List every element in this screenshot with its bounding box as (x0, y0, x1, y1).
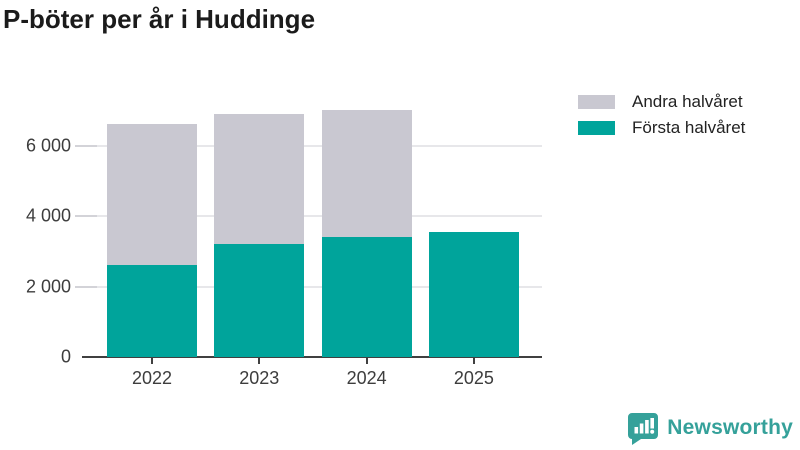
bar-2022-andra-halvaret (107, 124, 197, 266)
legend-label: Första halvåret (632, 118, 746, 137)
chart-title: P-böter per år i Huddinge (3, 4, 316, 34)
bar-2023-forsta-halvaret (214, 244, 305, 357)
xtick-label-2023: 2023 (239, 368, 280, 388)
xtick-label-2024: 2024 (346, 368, 387, 388)
bar-2024-forsta-halvaret (321, 237, 412, 357)
gridline-2000 (82, 285, 542, 288)
legend: Andra halvåret Första halvåret (578, 92, 746, 147)
xtick-2025 (472, 358, 475, 364)
bar-2024-andra-halvaret (321, 110, 412, 238)
newsworthy-logo-icon (628, 413, 659, 445)
branding-name: Newsworthy (667, 416, 793, 439)
xtick-label-2022: 2022 (131, 368, 173, 388)
xtick-label-2025: 2025 (453, 368, 494, 388)
xtick-2022 (151, 358, 153, 364)
xtick-2023 (258, 358, 261, 364)
gridline-6000 (82, 144, 542, 147)
legend-swatch (578, 95, 615, 109)
branding: Newsworthy (627, 411, 793, 445)
legend-swatch (578, 121, 615, 135)
ytick-2000 (75, 285, 97, 288)
ytick-label-4000: 4 000 (25, 205, 71, 226)
legend-item-andra-halvaret: Andra halvåret (578, 92, 745, 111)
bar-2022-forsta-halvaret (107, 265, 197, 357)
ytick-4000 (75, 215, 97, 217)
x-axis-line (82, 356, 542, 358)
ytick-label-0: 0 (60, 346, 71, 367)
ytick-label-6000: 6 000 (25, 135, 71, 155)
legend-label: Andra halvåret (632, 92, 743, 111)
gridline-4000 (82, 215, 542, 217)
legend-item-forsta-halvaret: Första halvåret (578, 118, 746, 137)
xtick-2024 (365, 358, 368, 364)
ytick-6000 (75, 144, 97, 147)
ytick-label-2000: 2 000 (25, 276, 71, 296)
bar-2025-forsta-halvaret (428, 231, 519, 357)
bar-2023-andra-halvaret (214, 113, 305, 245)
